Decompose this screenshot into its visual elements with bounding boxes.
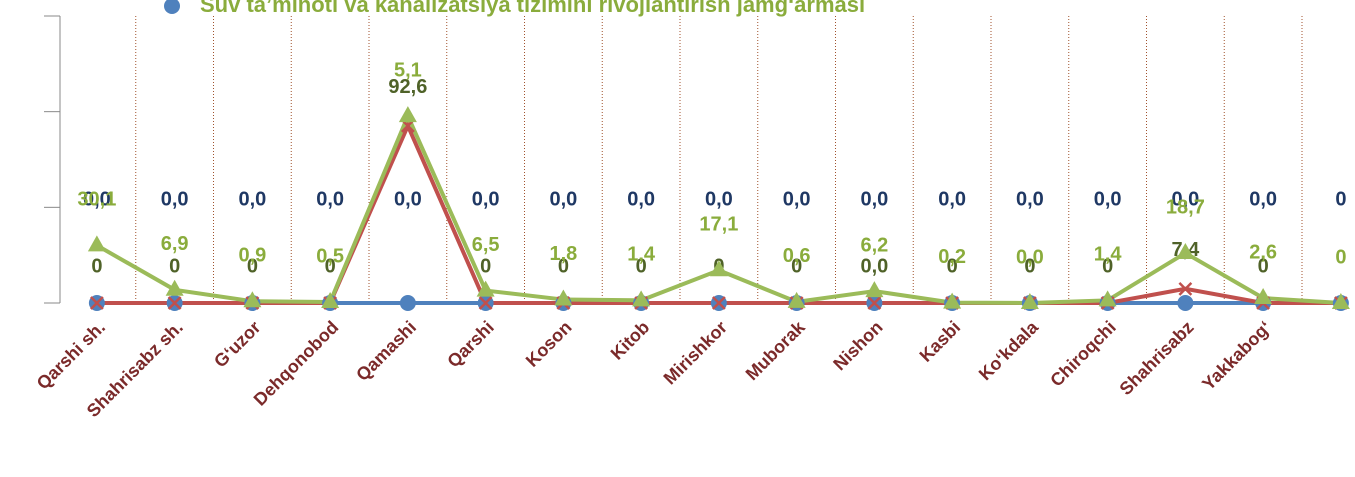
value-label: 6,2	[860, 234, 888, 256]
x-tick-label: Mirishkor	[660, 317, 731, 388]
value-label: 0,0	[860, 188, 888, 210]
x-tick-label: Ko‘kdala	[975, 316, 1043, 384]
point	[399, 295, 416, 311]
value-label: 17,1	[699, 214, 738, 236]
point	[1177, 295, 1194, 311]
value-label: 6,5	[472, 234, 500, 256]
value-label: 0,0	[1249, 188, 1277, 210]
point	[1020, 293, 1039, 309]
point	[1331, 293, 1350, 309]
point	[1176, 243, 1195, 260]
value-label: 0,0	[1094, 188, 1122, 210]
value-label: 0	[558, 255, 569, 277]
value-label: 92,6	[388, 76, 427, 98]
value-label: 0,0	[627, 188, 655, 210]
point	[787, 291, 806, 308]
value-label: 0	[1258, 255, 1269, 277]
value-label: 0	[1335, 188, 1346, 210]
legend-marker	[164, 0, 180, 14]
value-label: 0,0	[705, 188, 733, 210]
chart-title: Suv ta’minoti va kanalizatsiya tizimini …	[200, 0, 865, 17]
point	[943, 292, 962, 309]
value-label: 0,0	[1171, 188, 1199, 210]
point	[165, 279, 184, 296]
point	[711, 296, 726, 310]
value-label: 0	[636, 255, 647, 277]
point	[321, 292, 340, 309]
value-label: 0,0	[1016, 246, 1044, 268]
x-tick-label: Muborak	[742, 316, 810, 384]
value-label: 0,0	[161, 188, 189, 210]
point	[1254, 288, 1273, 305]
value-label: 2,6	[1249, 241, 1277, 263]
x-tick-label: Nishon	[829, 317, 886, 374]
value-label: 0,6	[783, 245, 811, 267]
point	[865, 281, 884, 298]
x-tick-label: Chiroqchi	[1046, 317, 1120, 391]
value-label: 0	[247, 255, 258, 277]
x-tick-label: Koson	[522, 317, 576, 371]
point	[867, 296, 882, 310]
point	[632, 290, 651, 307]
value-label: 30,1	[77, 189, 116, 211]
value-label: 1,4	[1094, 244, 1123, 266]
point	[476, 280, 495, 297]
point	[243, 291, 262, 308]
value-label: 0,0	[394, 188, 422, 210]
x-tick-label: Shahrisabz	[1116, 317, 1198, 399]
value-label: 0	[947, 255, 958, 277]
value-label: 0	[325, 255, 336, 277]
value-label: 0	[169, 255, 180, 277]
value-label: 5,1	[394, 59, 422, 81]
value-label: 0,0	[938, 188, 966, 210]
value-label: 0,0	[860, 255, 888, 277]
point	[478, 296, 493, 310]
value-label: 1,4	[627, 244, 656, 266]
value-label: 0,9	[238, 245, 266, 267]
value-label: 0	[1335, 246, 1346, 268]
value-label: 0	[1024, 255, 1035, 277]
x-tick-label: Kitob	[607, 317, 654, 364]
point	[398, 106, 417, 123]
value-label: 0	[91, 255, 102, 277]
point	[709, 260, 728, 277]
value-label: 0	[791, 255, 802, 277]
x-tick-label: Qarshi sh.	[33, 317, 109, 393]
point	[1178, 281, 1193, 296]
value-label: 0	[480, 255, 491, 277]
x-tick-label: G‘uzor	[210, 317, 264, 371]
x-tick-label: Kasbi	[915, 317, 964, 366]
value-label: 0,0	[83, 188, 111, 210]
x-tick-label: Yakkabog‘	[1198, 317, 1275, 394]
point	[167, 296, 182, 310]
value-label: 0,0	[783, 188, 811, 210]
point	[89, 296, 104, 310]
value-label: 1,8	[549, 243, 577, 265]
value-label: 0,0	[1016, 188, 1044, 210]
value-label: 6,9	[161, 233, 189, 255]
value-label: 0	[1102, 255, 1113, 277]
value-label: 0,0	[238, 188, 266, 210]
value-label: 0,5	[316, 245, 344, 267]
x-tick-label: Qamashi	[352, 317, 420, 385]
point	[1098, 290, 1117, 307]
value-label: 0,0	[472, 188, 500, 210]
value-label: 18,7	[1166, 196, 1205, 218]
value-label: 0,0	[316, 188, 344, 210]
value-label: 0,2	[938, 246, 966, 268]
point	[87, 235, 106, 252]
x-tick-label: Qarshi	[443, 317, 497, 371]
value-label: 0,0	[549, 188, 577, 210]
point	[554, 289, 573, 306]
